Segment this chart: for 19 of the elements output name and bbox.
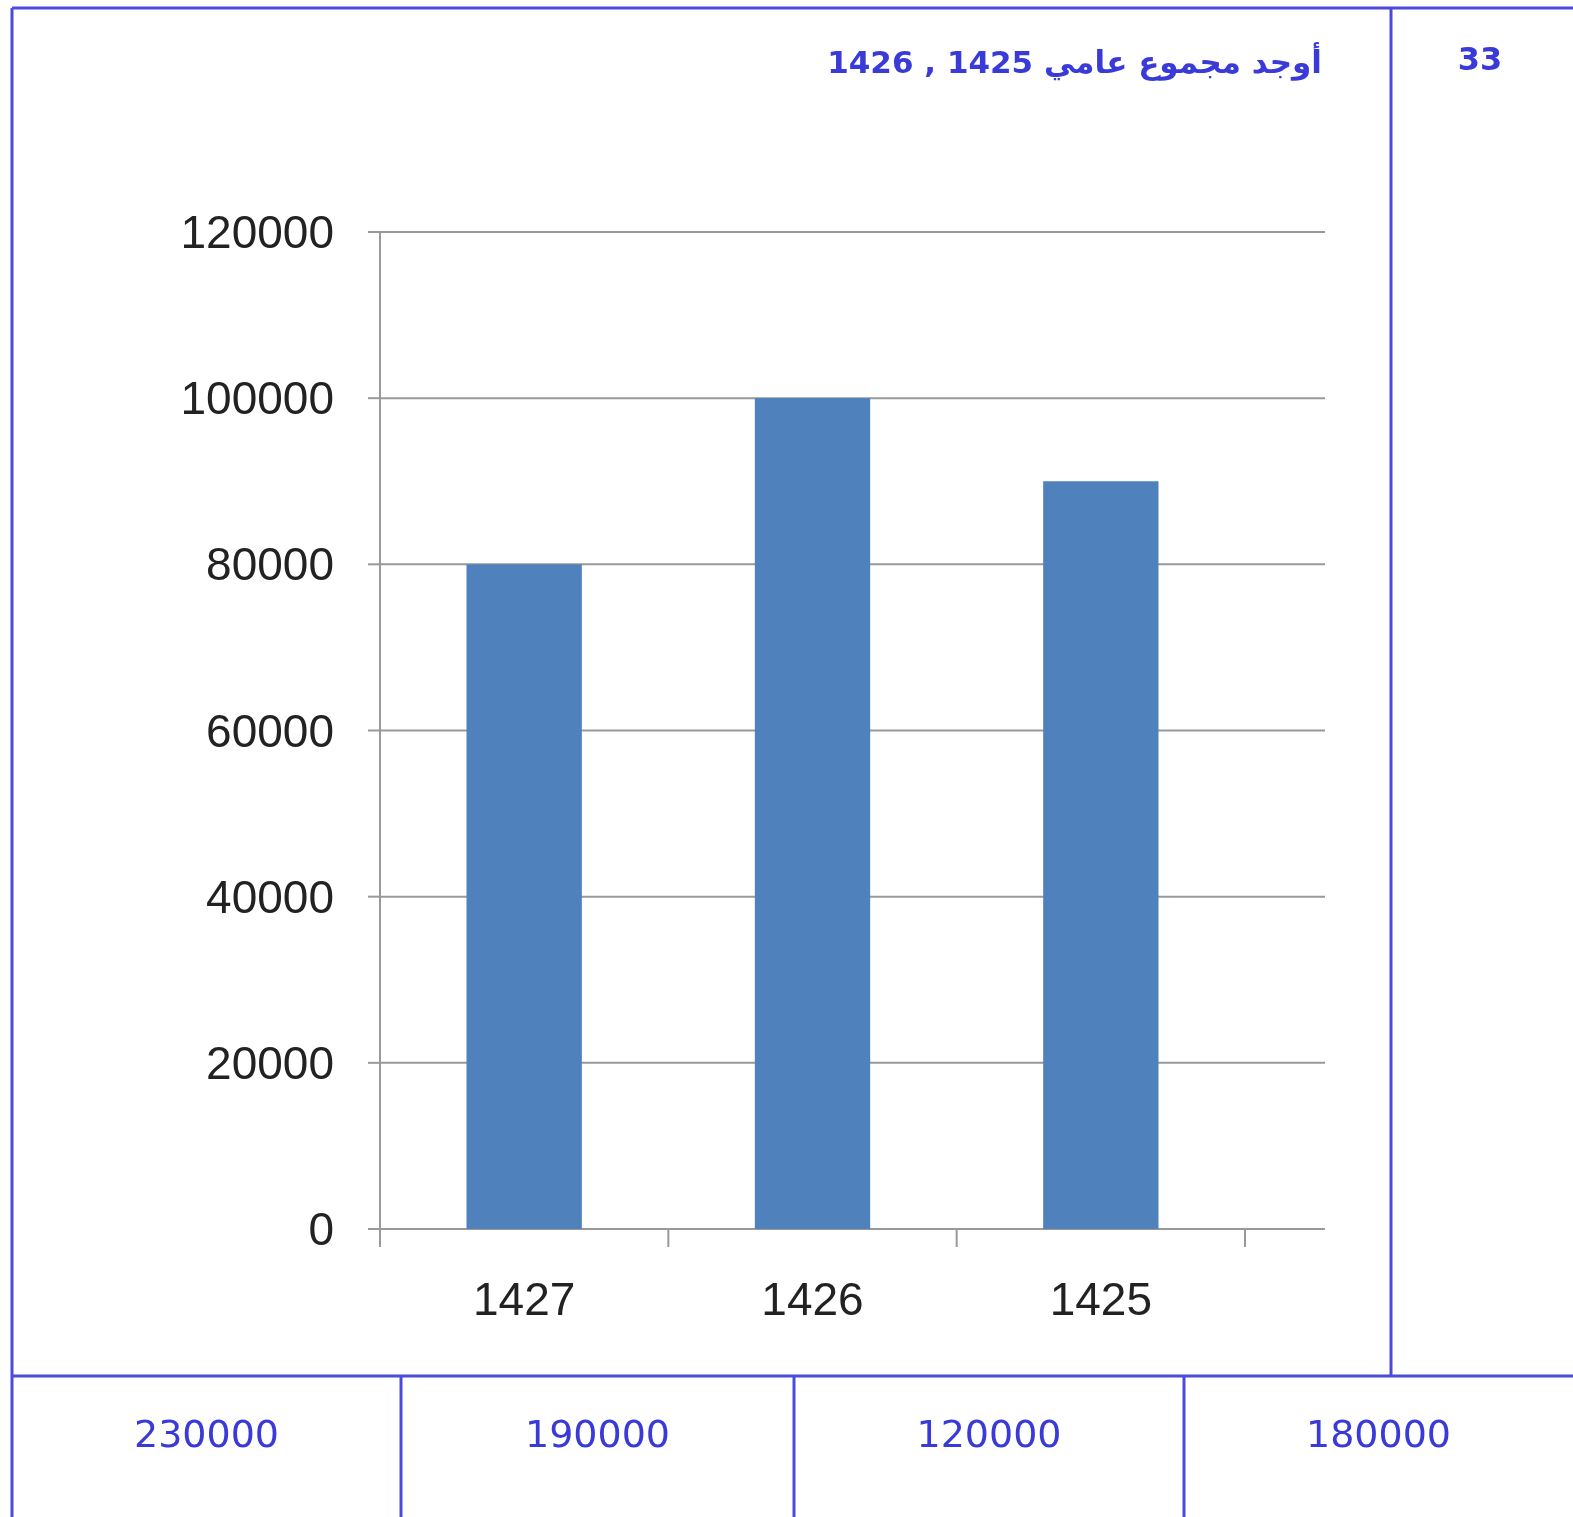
y-tick-label: 0 [308, 1203, 334, 1255]
x-tick-label: 1426 [761, 1273, 864, 1325]
y-tick-label: 40000 [206, 870, 334, 923]
text: 33 [1456, 40, 1504, 78]
text: 120000 [915, 1412, 1063, 1456]
chart-title: أوجد مجموع عامي 1425 , 1426 [827, 44, 1322, 80]
bar [1043, 481, 1159, 1229]
bar [466, 564, 582, 1229]
y-tick-label: 60000 [206, 704, 334, 757]
y-tick-label: 80000 [206, 538, 334, 591]
y-tick-label: 100000 [180, 372, 334, 425]
x-tick-label: 1425 [1049, 1273, 1153, 1325]
text: 190000 [523, 1412, 672, 1456]
text: 230000 [132, 1412, 281, 1456]
y-tick-label: 20000 [206, 1036, 334, 1089]
y-tick-label: 120000 [180, 206, 334, 258]
text: 180000 [1304, 1412, 1453, 1456]
bar [754, 398, 871, 1229]
x-tick-label: 1427 [472, 1273, 576, 1325]
